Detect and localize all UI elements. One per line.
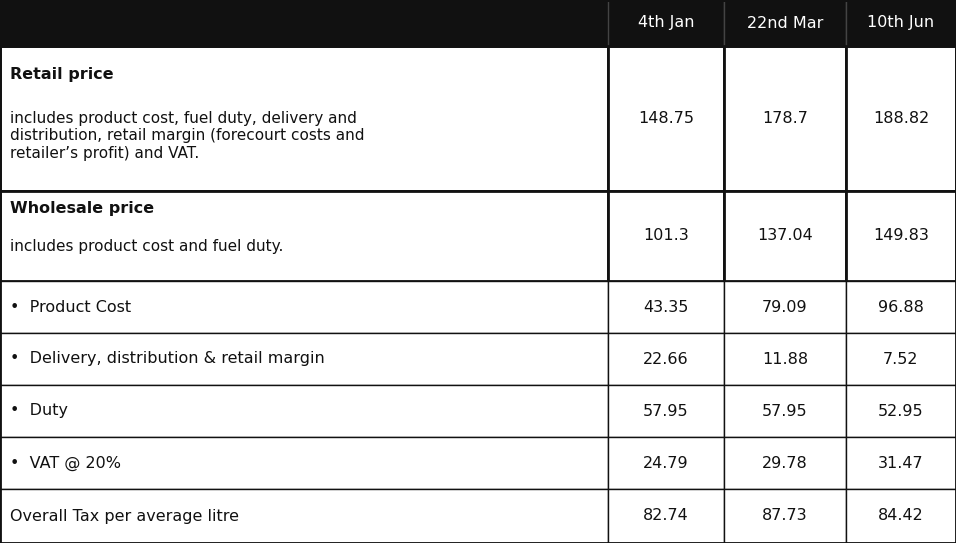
Bar — [724, 281, 846, 333]
Bar — [724, 489, 846, 543]
Text: Wholesale price: Wholesale price — [10, 201, 154, 217]
Bar — [724, 191, 846, 281]
Bar — [0, 0, 956, 46]
Bar — [724, 46, 846, 191]
Text: 57.95: 57.95 — [762, 403, 808, 419]
Bar — [608, 191, 724, 281]
Bar — [608, 437, 724, 489]
Text: 7.52: 7.52 — [883, 351, 919, 367]
Text: 4th Jan: 4th Jan — [638, 16, 694, 30]
Text: 52.95: 52.95 — [879, 403, 923, 419]
Text: Retail price: Retail price — [10, 67, 114, 83]
Bar — [608, 281, 724, 333]
Bar — [608, 46, 724, 191]
Text: 24.79: 24.79 — [643, 456, 689, 470]
Bar — [846, 281, 956, 333]
Bar — [0, 281, 608, 333]
Bar — [0, 385, 608, 437]
Bar — [846, 46, 956, 191]
Bar — [0, 191, 608, 281]
Text: •  Delivery, distribution & retail margin: • Delivery, distribution & retail margin — [10, 351, 325, 367]
Bar — [846, 191, 956, 281]
Bar — [0, 0, 956, 46]
Text: 11.88: 11.88 — [762, 351, 808, 367]
Bar — [846, 489, 956, 543]
Bar — [0, 333, 608, 385]
Bar — [608, 385, 724, 437]
Text: 10th Jun: 10th Jun — [867, 16, 935, 30]
Text: 22nd Mar: 22nd Mar — [747, 16, 823, 30]
Text: 96.88: 96.88 — [878, 300, 923, 314]
Bar — [846, 0, 956, 46]
Bar — [724, 385, 846, 437]
Text: •  Duty: • Duty — [10, 403, 68, 419]
Text: 57.95: 57.95 — [643, 403, 689, 419]
Bar — [608, 489, 724, 543]
Text: 22.66: 22.66 — [643, 351, 689, 367]
Bar — [724, 437, 846, 489]
Text: includes product cost, fuel duty, delivery and
distribution, retail margin (fore: includes product cost, fuel duty, delive… — [10, 111, 364, 161]
Bar — [724, 0, 846, 46]
Bar — [846, 437, 956, 489]
Text: 137.04: 137.04 — [757, 229, 813, 243]
Bar — [846, 333, 956, 385]
Text: includes product cost and fuel duty.: includes product cost and fuel duty. — [10, 239, 283, 254]
Text: 101.3: 101.3 — [643, 229, 689, 243]
Bar — [608, 333, 724, 385]
Text: 43.35: 43.35 — [643, 300, 688, 314]
Text: 149.83: 149.83 — [873, 229, 929, 243]
Bar — [0, 46, 608, 191]
Text: •  VAT @ 20%: • VAT @ 20% — [10, 456, 121, 471]
Text: 188.82: 188.82 — [873, 111, 929, 126]
Text: 84.42: 84.42 — [879, 508, 923, 523]
Text: 29.78: 29.78 — [762, 456, 808, 470]
Bar — [846, 385, 956, 437]
Text: 178.7: 178.7 — [762, 111, 808, 126]
Text: 82.74: 82.74 — [643, 508, 689, 523]
Text: 148.75: 148.75 — [638, 111, 694, 126]
Text: 87.73: 87.73 — [762, 508, 808, 523]
Text: Overall Tax per average litre: Overall Tax per average litre — [10, 508, 239, 523]
Bar — [0, 489, 608, 543]
Text: 31.47: 31.47 — [879, 456, 923, 470]
Text: •  Product Cost: • Product Cost — [10, 300, 131, 314]
Text: 79.09: 79.09 — [762, 300, 808, 314]
Bar — [608, 0, 724, 46]
Bar — [724, 333, 846, 385]
Bar — [0, 437, 608, 489]
